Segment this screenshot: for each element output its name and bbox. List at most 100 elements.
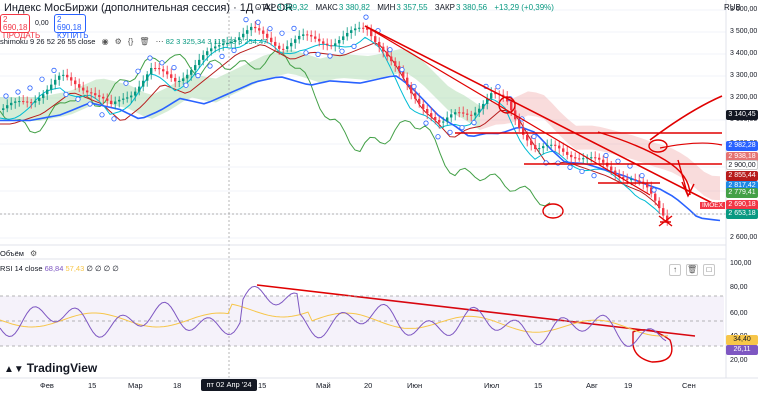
candle-body [242,33,245,38]
sar-dot [639,173,645,179]
sar-dot [123,80,129,86]
price-tag: 2 938,18 [726,152,758,162]
pane-delete-button[interactable]: 🗑 [686,264,698,276]
chart-title[interactable]: Индекс МосБиржи (дополнительная сессия) … [4,2,294,14]
ichimoku-cloud-bullish [0,49,480,130]
candle-body [222,43,225,46]
sar-dot [135,68,141,74]
candle-body [434,117,437,121]
pane-move-up-button[interactable]: ↑ [669,264,681,276]
candle-body [302,34,305,36]
candle-body [246,30,249,34]
circle-mark-1[interactable] [498,96,516,114]
rsi-line [0,285,667,347]
candle-body [202,55,205,60]
candle-body [454,112,457,115]
candle-body [114,101,117,105]
sell-label: ПРОДАТЬ [3,31,41,40]
price-projection-curve[interactable] [649,95,723,141]
sar-dot [471,120,477,126]
sar-dot [183,82,189,88]
rsi-axis-label: 20,00 [730,357,748,364]
rsi-legend[interactable]: RSI 14 close 68,84 57,43 ∅ ∅ ∅ ∅ [0,264,119,273]
more-icon[interactable]: ⋯ [155,37,164,46]
candle-body [474,112,477,116]
candle-body [218,45,221,47]
candle-body [258,28,261,31]
ichimoku-legend[interactable]: shimoku 9 26 52 26 55 close ◉ ⚙ {} 🗑 ⋯ 8… [0,37,267,46]
sar-dot [435,134,441,140]
time-axis-label: Мар [128,381,143,390]
candle-body [462,112,465,114]
settings-icon[interactable]: ⚙ [114,37,122,46]
sell-button[interactable]: 2 690,18 ПРОДАТЬ [0,14,40,40]
sell-price: 2 690,18 [3,15,28,32]
rsi-extra-values: ∅ ∅ ∅ ∅ [86,264,119,273]
candle-body [138,86,141,92]
code-icon[interactable]: {} [127,37,134,46]
candle-body [630,179,633,181]
candle-body [550,144,553,146]
time-axis-label: 15 [258,381,267,390]
sar-dot [423,120,429,126]
rsi-axis-label: 80,00 [730,284,748,291]
price-axis-label: 3 300,00 [730,72,758,79]
trendline-secondary[interactable] [364,25,651,196]
sar-dot [327,53,333,59]
candle-body [234,40,237,42]
candle-body [398,65,401,72]
candle-body [54,79,57,85]
candle-body [350,30,353,33]
tradingview-logo[interactable]: ▲▼ TradingView [4,361,97,375]
candle-body [46,89,49,95]
time-axis-label: 19 [624,381,633,390]
candle-body [178,80,181,82]
buy-button[interactable]: 2 690,18 КУПИТЬ [54,14,88,40]
arrow-down-mark[interactable] [677,159,695,198]
candle-body [518,119,521,128]
candle-body [458,112,461,114]
candle-body [282,48,285,50]
candle-body [654,193,657,201]
change-value: +13,29 (+0,39%) [494,3,554,12]
candle-body [294,39,297,43]
time-axis-label: Авг [586,381,598,390]
high-label: МАКС [315,3,338,12]
candle-body [306,34,309,36]
currency-selector[interactable]: RUB [724,3,741,12]
ichimoku-label: shimoku 9 26 52 26 55 close [0,37,96,46]
candle-body [414,93,417,99]
sar-dot [291,25,297,31]
sar-dot [339,48,345,54]
candle-body [438,120,441,123]
user-drawings[interactable] [256,25,723,363]
curve-arrow[interactable] [597,131,691,196]
circle-mark-2[interactable] [648,139,668,153]
eye-icon[interactable]: ◉ [101,37,109,46]
cross-mark[interactable] [658,215,673,227]
pane-maximize-button[interactable]: □ [703,264,715,276]
circle-mark-3[interactable] [542,203,564,219]
sar-dot [171,65,177,71]
candle-body [482,103,485,109]
time-cursor-label: пт 02 Апр '24 [201,379,257,391]
candle-body [578,158,581,160]
candle-body [646,183,649,188]
sar-dot [399,67,405,73]
candle-body [126,97,129,99]
volume-legend[interactable]: Объём ⚙ [0,249,37,258]
spread-value: 0,00 [35,20,49,27]
delete-icon[interactable]: 🗑 [139,37,150,46]
sar-dot [279,30,285,36]
rsi-trendline[interactable] [256,284,696,337]
candle-body [354,28,357,31]
price-tag: 2 653,18 [726,209,758,219]
candle-body [286,46,289,50]
candle-body [22,101,25,103]
volume-settings-icon[interactable]: ⚙ [30,249,38,258]
candle-body [478,108,481,113]
candle-body [226,42,229,44]
trendline-main[interactable] [364,25,723,209]
rsi-circle-mark[interactable] [632,329,673,363]
